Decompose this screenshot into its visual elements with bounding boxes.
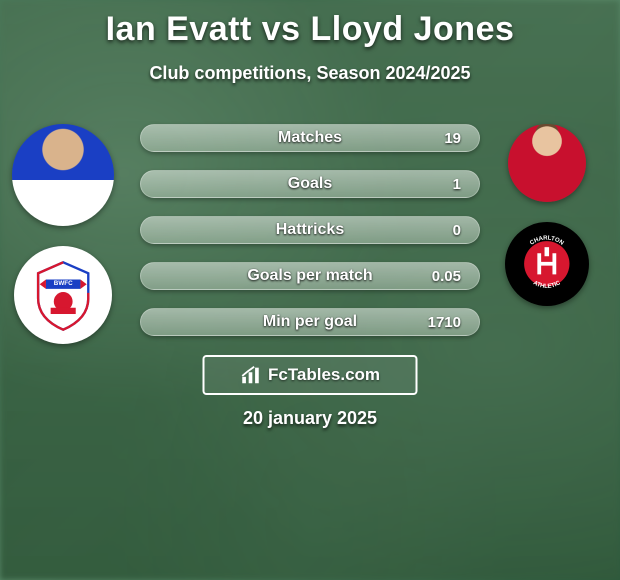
club-right-crest: CHARLTON ATHLETIC	[505, 222, 589, 306]
stat-value-right: 1	[453, 176, 461, 193]
stat-label: Min per goal	[263, 313, 357, 331]
stat-row: Goals 1	[140, 170, 480, 198]
stat-label: Goals per match	[247, 267, 372, 285]
stats-list: Matches 19 Goals 1 Hattricks 0 Goals per…	[140, 124, 480, 336]
club-left-crest: BWFC	[14, 246, 112, 344]
stat-row: Matches 19	[140, 124, 480, 152]
bolton-crest-icon: BWFC	[24, 256, 102, 334]
left-column: BWFC	[8, 124, 118, 344]
stat-value-right: 0	[453, 222, 461, 239]
stat-label: Hattricks	[276, 221, 344, 239]
watermark-text: FcTables.com	[268, 365, 380, 385]
right-column: CHARLTON ATHLETIC	[492, 124, 602, 306]
bar-chart-icon	[240, 364, 262, 386]
stat-row: Goals per match 0.05	[140, 262, 480, 290]
watermark: FcTables.com	[203, 355, 418, 395]
page-subtitle: Club competitions, Season 2024/2025	[0, 63, 620, 84]
stat-row: Hattricks 0	[140, 216, 480, 244]
stat-label: Goals	[288, 175, 332, 193]
page-title: Ian Evatt vs Lloyd Jones	[0, 0, 620, 49]
stat-value-right: 0.05	[432, 268, 461, 285]
date-stamp: 20 january 2025	[0, 408, 620, 429]
svg-text:BWFC: BWFC	[54, 280, 73, 287]
stat-label: Matches	[278, 129, 342, 147]
stat-row: Min per goal 1710	[140, 308, 480, 336]
charlton-crest-icon: CHARLTON ATHLETIC	[509, 226, 585, 302]
stat-value-right: 19	[444, 130, 461, 147]
player-left-avatar	[12, 124, 114, 226]
stat-value-right: 1710	[428, 314, 461, 331]
player-right-avatar	[508, 124, 586, 202]
